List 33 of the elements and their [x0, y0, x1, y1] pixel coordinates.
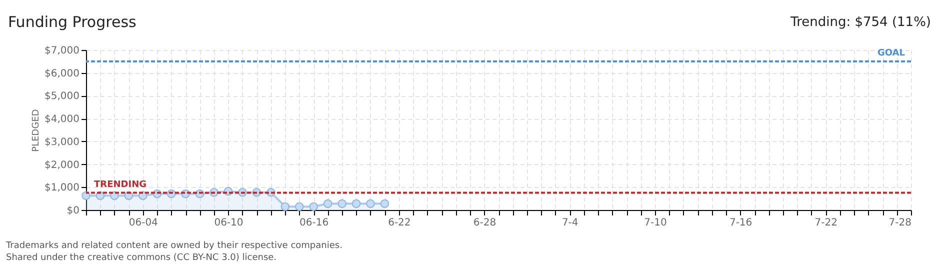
y-axis-title: PLEDGED: [32, 109, 42, 152]
x-tick-label: 06-16: [300, 218, 329, 228]
x-tick-label: 6-28: [473, 218, 496, 228]
point: [294, 202, 304, 211]
chart-title: Funding Progress: [8, 13, 137, 31]
point: [280, 202, 290, 211]
point: [366, 199, 375, 208]
y-tick-label: $2,000: [44, 160, 80, 171]
y-tick-label: $0: [66, 206, 80, 216]
ref-line-label: TRENDING: [94, 180, 146, 190]
y-tick-label: $7,000: [44, 46, 80, 56]
y-tick-label: $4,000: [44, 114, 80, 126]
point: [338, 199, 346, 208]
x-tick-label: 7-10: [644, 218, 667, 228]
y-tick-label: $1,000: [44, 182, 80, 194]
x-tick-label: 06-04: [128, 218, 158, 228]
x-tick-label: 7-22: [814, 218, 838, 228]
point: [309, 202, 318, 211]
text: Shared under the creative commons (CC BY-NC 3.0) license.: [6, 253, 277, 263]
point: [352, 199, 361, 208]
text: Trending: $754 (11%): [790, 15, 931, 30]
point: [323, 199, 332, 208]
y-tick-label: $6,000: [44, 68, 80, 80]
text: Trademarks and related content are owned by their respective companies.: [5, 241, 342, 251]
x-tick-label: 6-22: [388, 218, 411, 228]
x-tick-label: 7-28: [888, 218, 912, 228]
x-tick-label: 7-16: [729, 218, 752, 228]
point: [380, 199, 390, 208]
x-tick-label: 06-10: [214, 218, 244, 228]
x-tick-label: 7-4: [562, 218, 578, 228]
ref-line-label: GOAL: [878, 48, 906, 58]
y-tick-label: $5,000: [44, 91, 80, 102]
y-tick-label: $3,000: [44, 136, 80, 148]
